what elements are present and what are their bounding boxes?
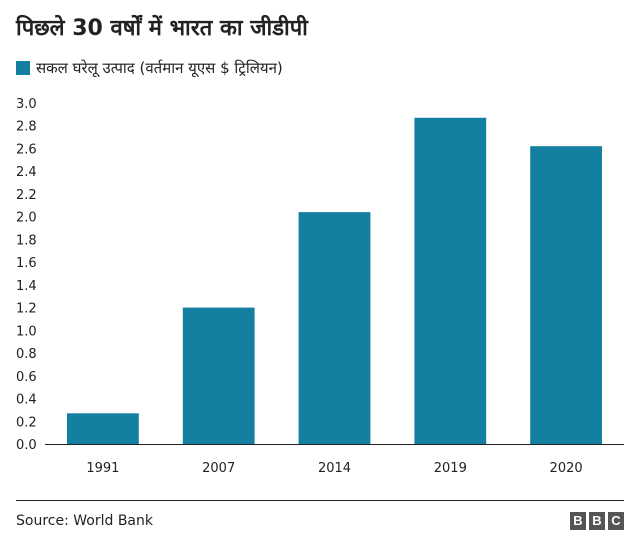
y-tick-label: 2.2: [16, 188, 37, 203]
bbc-logo-letter: C: [608, 512, 624, 530]
y-tick-label: 2.8: [16, 120, 37, 135]
bbc-logo-letter: B: [570, 512, 586, 530]
y-tick-label: 2.0: [16, 211, 37, 226]
bar-2007: [182, 307, 255, 444]
x-axis: 1991 2007 2014 2019 2020: [86, 461, 582, 476]
chart-title: पिछले 30 वर्षों में भारत का जीडीपी: [16, 16, 308, 41]
x-tick-label: 2014: [318, 461, 351, 476]
footer-divider: [16, 500, 624, 501]
bar-2020: [530, 146, 602, 444]
y-tick-label: 2.4: [16, 165, 37, 180]
legend: सकल घरेलू उत्पाद (वर्तमान यूएस $ ट्रिलिय…: [16, 58, 283, 78]
y-tick-label: 0.0: [16, 438, 37, 453]
x-tick-label: 1991: [86, 461, 119, 476]
x-tick-label: 2020: [550, 461, 583, 476]
x-tick-label: 2007: [202, 461, 235, 476]
y-axis: 0.0 0.2 0.4 0.6 0.8 1.0 1.2 1.4 1.6 1.8 2.0 2.2 2.4 2…: [16, 97, 37, 453]
y-tick-label: 2.6: [16, 142, 37, 157]
y-tick-label: 0.8: [16, 347, 37, 362]
bbc-logo-letter: B: [589, 512, 605, 530]
source-note: Source: World Bank: [16, 513, 153, 529]
bbc-logo: B B C: [570, 512, 624, 530]
legend-swatch: [16, 61, 30, 75]
y-tick-label: 0.4: [16, 393, 37, 408]
x-tick-label: 2019: [434, 461, 467, 476]
bar-2014: [298, 212, 371, 444]
y-tick-label: 1.6: [16, 256, 37, 271]
bars: [67, 117, 602, 444]
y-tick-label: 3.0: [16, 97, 37, 112]
legend-label: सकल घरेलू उत्पाद (वर्तमान यूएस $ ट्रिलिय…: [36, 59, 283, 77]
y-tick-label: 1.8: [16, 233, 37, 248]
y-tick-label: 0.6: [16, 370, 37, 385]
y-tick-label: 1.4: [16, 279, 37, 294]
bar-1991: [67, 413, 139, 444]
y-tick-label: 0.2: [16, 415, 37, 430]
bar-2019: [414, 117, 487, 444]
y-tick-label: 1.0: [16, 324, 37, 339]
y-tick-label: 1.2: [16, 302, 37, 317]
